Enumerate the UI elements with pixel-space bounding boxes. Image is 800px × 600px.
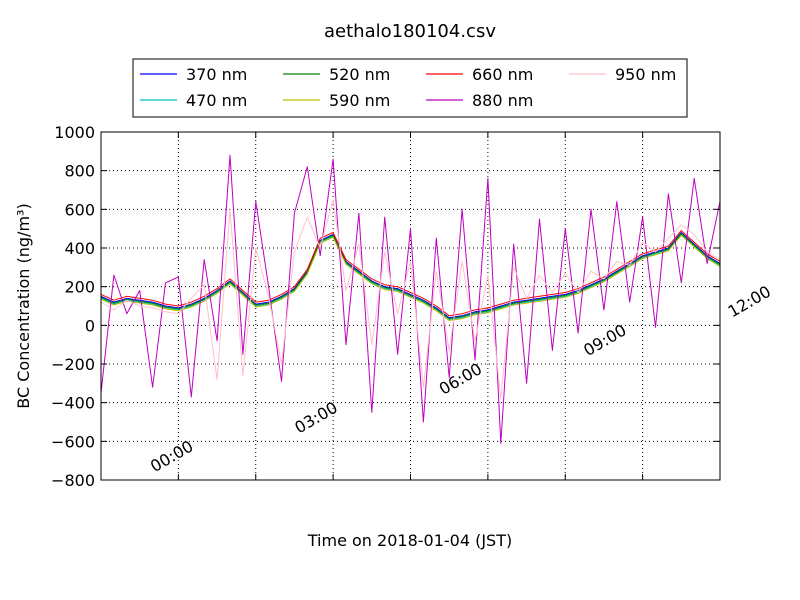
legend-label: 370 nm xyxy=(186,65,247,84)
series-line-880-nm xyxy=(100,154,721,444)
series-lines xyxy=(100,154,721,444)
chart-title: aethalo180104.csv xyxy=(324,21,496,42)
x-axis-label: Time on 2018-01-04 (JST) xyxy=(307,531,512,550)
legend-label: 590 nm xyxy=(329,91,390,110)
series-line-520-nm xyxy=(100,233,721,320)
series-line-660-nm xyxy=(100,230,721,317)
legend-label: 660 nm xyxy=(472,65,533,84)
y-tick-label: 400 xyxy=(64,239,95,258)
y-tick-label: −800 xyxy=(51,471,95,490)
series-line-950-nm xyxy=(100,199,721,400)
y-tick-label: −200 xyxy=(51,355,95,374)
y-tick-labels: 1000 800 600 400 200 0 −200 −400 −600 −800 xyxy=(51,123,95,490)
y-tick-label: 800 xyxy=(64,162,95,181)
y-tick-label: 0 xyxy=(85,316,95,335)
legend: 370 nm 470 nm 520 nm 590 nm 660 nm 880 nm 950 … xyxy=(132,58,688,118)
series-line-590-nm xyxy=(100,234,721,321)
y-tick-label: 600 xyxy=(64,200,95,219)
legend-label: 950 nm xyxy=(615,65,676,84)
y-tick-label: 200 xyxy=(64,278,95,297)
y-axis-label: BC Concentration (ng/m³) xyxy=(14,203,33,408)
legend-label: 470 nm xyxy=(186,91,247,110)
y-tick-label: −400 xyxy=(51,394,95,413)
y-tick-label: −600 xyxy=(51,432,95,451)
series-line-370-nm xyxy=(100,232,721,319)
series-line-470-nm xyxy=(100,234,721,320)
legend-label: 520 nm xyxy=(329,65,390,84)
legend-box xyxy=(132,58,688,118)
legend-label: 880 nm xyxy=(472,91,533,110)
y-tick-label: 1000 xyxy=(54,123,95,142)
axis-ticks xyxy=(100,131,721,481)
